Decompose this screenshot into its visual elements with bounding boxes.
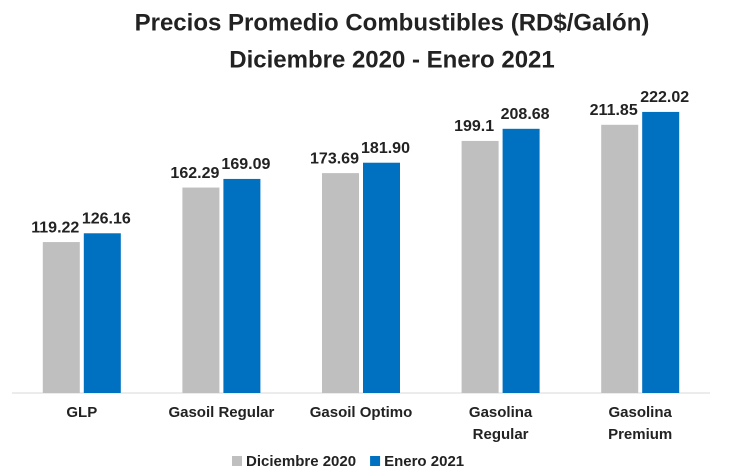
bar: [223, 178, 261, 393]
bar: [322, 173, 359, 393]
bar: [502, 128, 540, 393]
x-tick-label: Gasoil Regular: [168, 404, 275, 421]
data-label: 119.22: [31, 219, 79, 236]
bar: [42, 242, 80, 393]
bar: [83, 233, 121, 393]
chart-title: Precios Promedio Combustibles (RD$/Galón…: [135, 9, 650, 36]
bar: [182, 187, 220, 393]
data-label: 162.29: [170, 165, 219, 182]
x-tick-label: Gasoil Optimo: [309, 404, 413, 421]
data-label: 208.68: [501, 106, 550, 123]
data-label: 169.09: [221, 156, 270, 173]
data-label: 222.02: [640, 89, 689, 106]
data-label: 211.85: [590, 102, 638, 119]
x-tick-label: GLP: [66, 404, 98, 421]
data-label: 181.90: [361, 140, 410, 157]
data-label: 173.69: [310, 150, 359, 167]
x-tick-label: Gasolina Premium: [608, 404, 673, 443]
legend-swatch: [232, 456, 242, 466]
bar: [601, 124, 639, 393]
x-tick-label: Gasolina Regular: [468, 404, 533, 443]
data-label: 126.16: [82, 211, 131, 228]
bar: [642, 111, 680, 394]
bar: [461, 140, 499, 393]
legend-label: Diciembre 2020: [246, 453, 356, 470]
legend-label: Enero 2021: [384, 453, 464, 470]
data-label: 199.1: [454, 118, 494, 135]
bar: [363, 162, 400, 393]
chart-subtitle: Diciembre 2020 - Enero 2021: [229, 46, 555, 73]
legend-swatch: [370, 456, 381, 466]
